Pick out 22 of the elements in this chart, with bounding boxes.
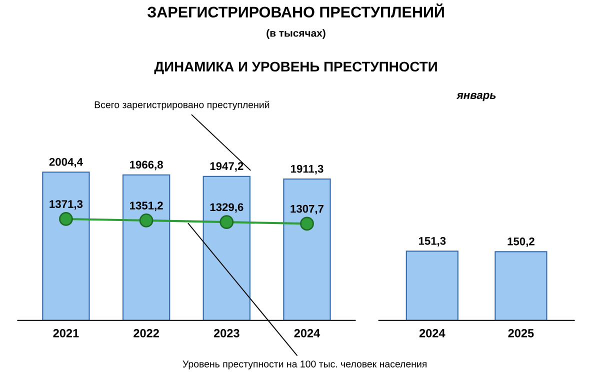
data-label: 1911,3 <box>291 164 324 174</box>
text: Всего зарегистрировано преступлений <box>94 100 270 110</box>
data-label: 1329,6 <box>210 203 244 213</box>
data-label: 150,2 <box>508 237 534 247</box>
chart-title: январь <box>456 92 496 102</box>
x-tick-label: 2023 <box>214 329 240 338</box>
x-tick-label: 2022 <box>134 329 159 338</box>
data-label: 1307,7 <box>290 204 324 214</box>
chart-subtitle: (в тысячах) <box>266 29 326 39</box>
x-tick-label: 2021 <box>53 329 79 338</box>
x-tick-label: 2025 <box>508 329 534 338</box>
data-label: 1966,8 <box>130 160 163 170</box>
data-label: 1947,2 <box>210 162 244 172</box>
data-label: 1351,2 <box>130 202 163 212</box>
data-label: 151,3 <box>418 236 446 246</box>
x-tick-label: 2024 <box>419 329 446 338</box>
data-label: 2004,4 <box>49 158 83 168</box>
text: ДИНАМИКА И УРОВЕНЬ ПРЕСТУПНОСТИ <box>154 62 437 74</box>
text: Уровень преступности на 100 тыс. человек населения <box>182 360 427 370</box>
chart-title: ЗАРЕГИСТРИРОВАНО ПРЕСТУПЛЕНИЙ <box>147 4 444 18</box>
data-label: 1371,3 <box>50 200 83 210</box>
x-tick-label: 2024 <box>294 329 320 338</box>
